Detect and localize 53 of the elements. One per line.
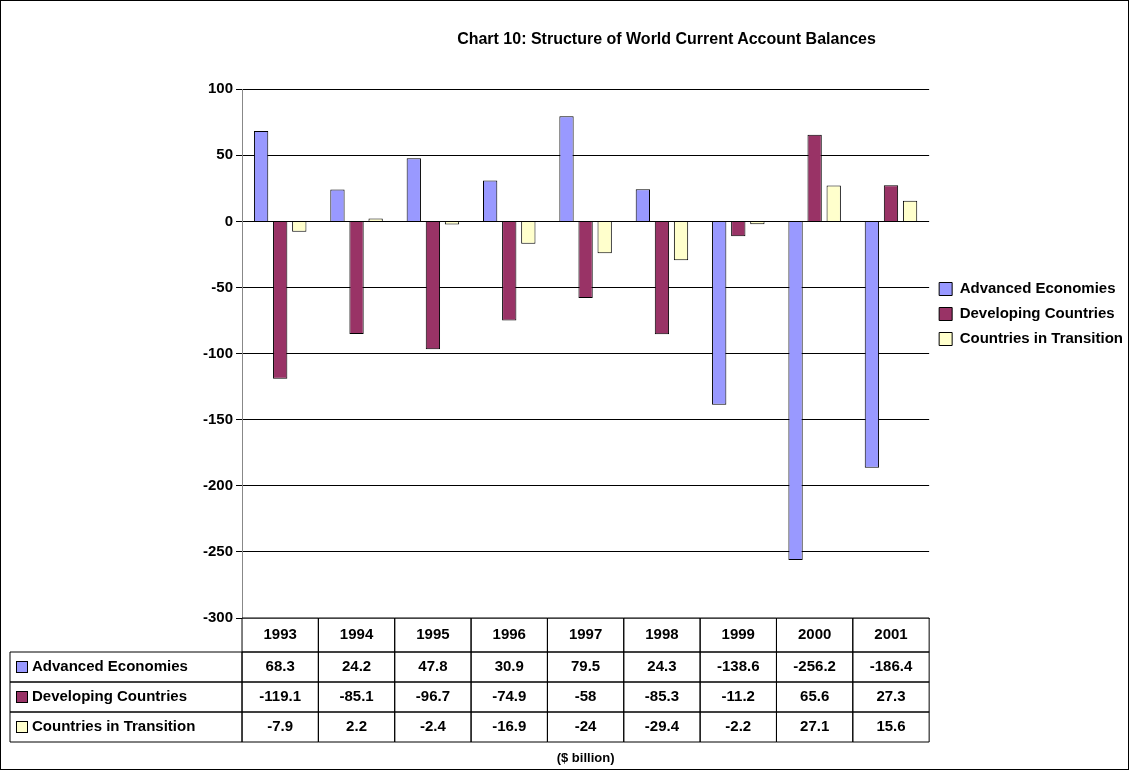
y-tick-label: -100: [202, 343, 234, 361]
x-tick-label: 2000: [797, 625, 832, 643]
x-tick-label: 1998: [645, 625, 679, 643]
data-label: -256.2: [793, 657, 836, 675]
legend-label: Countries in Transition: [959, 329, 1124, 347]
y-tick-label: 0: [224, 211, 234, 229]
data-label: 65.6: [800, 687, 830, 705]
text: Countries in Transition: [32, 717, 196, 735]
data-label: -85.3: [644, 687, 680, 705]
data-label: -119.1: [259, 687, 302, 705]
x-tick-label: 1993: [263, 625, 297, 643]
y-tick-label: -150: [202, 409, 234, 427]
x-tick-label: 1996: [492, 625, 526, 643]
chart-title: Chart 10: Structure of World Current Account Balances: [457, 30, 876, 48]
x-tick-label: 1999: [721, 625, 755, 643]
x-tick-label: 1994: [339, 625, 374, 643]
data-label: -138.6: [717, 657, 760, 675]
data-label: 15.6: [876, 717, 906, 735]
data-label: 68.3: [265, 657, 295, 675]
y-tick-label: 50: [216, 145, 234, 163]
data-label: 79.5: [570, 657, 601, 675]
text: Developing Countries: [32, 687, 188, 705]
data-label: 27.1: [800, 717, 830, 735]
text: ($ billion): [556, 749, 615, 765]
y-tick-label: 100: [207, 79, 234, 97]
y-tick-label: -250: [202, 542, 234, 560]
y-tick-label: -300: [202, 608, 234, 626]
data-label: 24.2: [341, 657, 372, 675]
x-tick-label: 2001: [874, 625, 908, 643]
data-label: -29.4: [644, 717, 680, 735]
legend-label: Advanced Economies: [959, 279, 1116, 297]
y-tick-label: -200: [202, 475, 234, 493]
data-label: -24: [574, 717, 598, 735]
x-tick-label: 1995: [416, 625, 450, 643]
legend-label: Developing Countries: [959, 304, 1115, 322]
x-tick-label: 1997: [568, 625, 603, 643]
data-label: -186.4: [869, 657, 913, 675]
data-label: -2.4: [419, 717, 447, 735]
text: Advanced Economies: [32, 657, 188, 675]
y-tick-label: -50: [211, 277, 234, 295]
data-label: -74.9: [492, 687, 527, 705]
data-label: -85.1: [339, 687, 374, 705]
data-label: 24.3: [647, 657, 677, 675]
data-label: -96.7: [415, 687, 450, 705]
data-label: 30.9: [494, 657, 524, 675]
data-label: -11.2: [721, 687, 755, 705]
data-label: -2.2: [725, 717, 752, 735]
data-label: 2.2: [346, 717, 367, 735]
data-label: -7.9: [267, 717, 294, 735]
data-label: -58: [574, 687, 597, 705]
data-label: 47.8: [418, 657, 448, 675]
data-label: 27.3: [876, 687, 906, 705]
data-label: -16.9: [492, 717, 527, 735]
